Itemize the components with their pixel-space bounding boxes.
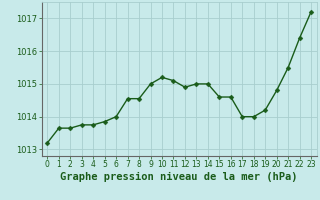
- X-axis label: Graphe pression niveau de la mer (hPa): Graphe pression niveau de la mer (hPa): [60, 172, 298, 182]
